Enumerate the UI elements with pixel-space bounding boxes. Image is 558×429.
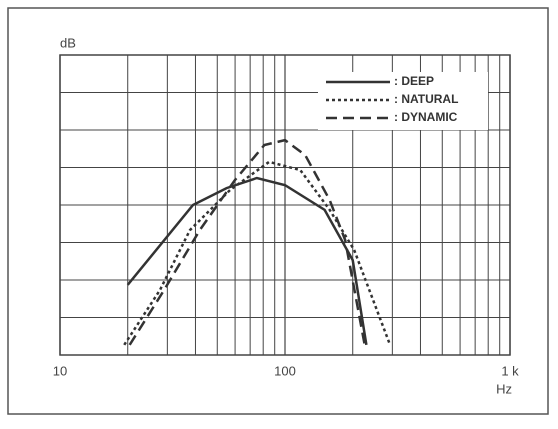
legend-label: : NATURAL — [394, 92, 458, 106]
x-tick-label: 100 — [274, 363, 296, 378]
y-axis-label: dB — [60, 35, 76, 50]
outer-frame — [7, 7, 549, 415]
x-tick-label: 10 — [53, 363, 67, 378]
series-line — [123, 160, 392, 346]
legend-label: : DYNAMIC — [394, 110, 458, 124]
series-line — [128, 138, 366, 346]
x-tick-label: 1 k — [501, 363, 519, 378]
legend-label: : DEEP — [394, 74, 434, 88]
x-axis-label: Hz — [496, 381, 512, 396]
